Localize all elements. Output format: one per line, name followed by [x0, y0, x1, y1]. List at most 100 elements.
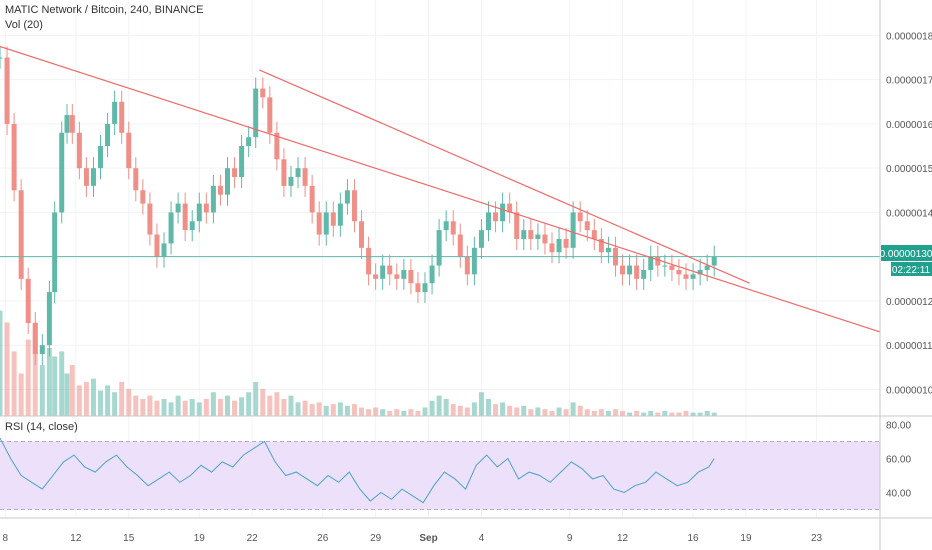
- candle-body: [232, 168, 238, 178]
- time-axis[interactable]: 8 12 15 19 22 26 29 Sep 4 9 12 16 19 23: [3, 533, 823, 544]
- volume-bar: [591, 410, 597, 416]
- candle-body: [0, 57, 3, 59]
- volume-bar: [598, 409, 604, 416]
- volume-bar: [443, 399, 449, 416]
- volume-bar: [500, 402, 506, 416]
- time-tick-label: 12: [617, 533, 629, 544]
- candle-body: [260, 88, 266, 98]
- volume-bar: [260, 388, 266, 416]
- volume-bar: [394, 409, 400, 416]
- volume-bar: [549, 410, 555, 416]
- candle-body: [32, 323, 38, 355]
- rsi-axis[interactable]: 40.00 60.00 80.00: [886, 421, 911, 500]
- candle-body: [457, 234, 463, 257]
- candle-body: [69, 115, 75, 133]
- candle-body: [697, 269, 703, 275]
- volume-bar: [18, 373, 24, 416]
- candle-body: [83, 168, 89, 186]
- rsi-tick-label: 60.00: [886, 455, 911, 466]
- volume-bar: [662, 410, 668, 416]
- candle-body: [210, 185, 216, 213]
- candle-body: [274, 132, 280, 160]
- candle-body: [683, 274, 689, 279]
- candle-body: [471, 247, 477, 275]
- volume-bar: [309, 404, 315, 416]
- price-axis[interactable]: 0.000001000.000001100.000001200.00000130…: [886, 31, 932, 396]
- candle-body: [493, 212, 499, 222]
- volume-bar: [147, 395, 153, 416]
- candle-body: [359, 221, 365, 248]
- volume-bar: [620, 410, 626, 416]
- candle-body: [443, 221, 449, 231]
- candle-body: [641, 269, 647, 279]
- volume-bar: [683, 410, 689, 416]
- candle-body: [620, 265, 626, 275]
- volume-bars: [0, 310, 717, 416]
- volume-bar: [98, 390, 104, 416]
- candle-body: [330, 212, 336, 226]
- volume-bar: [64, 373, 70, 416]
- candles: [0, 46, 717, 366]
- candle-body: [281, 159, 287, 186]
- volume-bar: [514, 407, 520, 416]
- volume-bar: [711, 412, 717, 416]
- volume-bar: [556, 407, 562, 416]
- candle-body: [542, 234, 548, 244]
- volume-bar: [415, 410, 421, 416]
- candle-body: [182, 203, 188, 231]
- candle-body: [239, 146, 245, 178]
- candle-body: [507, 203, 513, 213]
- candle-body: [485, 212, 491, 231]
- trendlines: [0, 45, 881, 333]
- candle-body: [217, 185, 223, 195]
- candle-body: [366, 247, 372, 275]
- candle-body: [478, 230, 484, 248]
- candle-body: [690, 274, 696, 279]
- rsi-tick-label: 80.00: [886, 421, 911, 432]
- candle-body: [203, 203, 209, 213]
- volume-bar: [119, 382, 125, 416]
- volume-bar: [182, 400, 188, 416]
- candle-body: [175, 203, 181, 213]
- volume-bar: [295, 402, 301, 416]
- volume-bar: [76, 385, 82, 416]
- volume-bar: [373, 407, 379, 416]
- candle-body: [119, 101, 125, 133]
- volume-bar: [39, 365, 45, 416]
- candle-body: [408, 269, 414, 284]
- volume-bar: [627, 412, 633, 416]
- rsi-indicator-label[interactable]: RSI (14, close): [5, 421, 78, 433]
- candle-body: [18, 190, 24, 279]
- time-tick-label: 9: [567, 533, 573, 544]
- symbol-title[interactable]: MATIC Network / Bitcoin, 240, BINANCE: [5, 4, 204, 16]
- candle-body: [59, 132, 65, 213]
- volume-bar: [140, 399, 146, 416]
- volume-bar: [436, 395, 442, 416]
- candle-body: [422, 283, 428, 293]
- volume-bar: [570, 402, 576, 416]
- volume-bar: [507, 405, 513, 416]
- volume-bar: [485, 399, 491, 416]
- candle-body: [669, 265, 675, 270]
- volume-bar: [690, 412, 696, 416]
- volume-bar: [605, 410, 611, 416]
- candle-body: [563, 238, 569, 248]
- trendline: [258, 69, 750, 284]
- candle-body: [464, 256, 470, 275]
- volume-bar: [478, 392, 484, 416]
- candle-body: [11, 123, 17, 191]
- volume-bar: [648, 410, 654, 416]
- candle-body: [401, 269, 407, 279]
- volume-bar: [697, 412, 703, 416]
- time-tick-label: 8: [3, 533, 9, 544]
- time-tick-label: 26: [317, 533, 329, 544]
- time-tick-label: Sep: [419, 533, 437, 544]
- volume-indicator-label[interactable]: Vol (20): [5, 19, 43, 31]
- trendline: [0, 45, 881, 333]
- candle-body: [655, 256, 661, 266]
